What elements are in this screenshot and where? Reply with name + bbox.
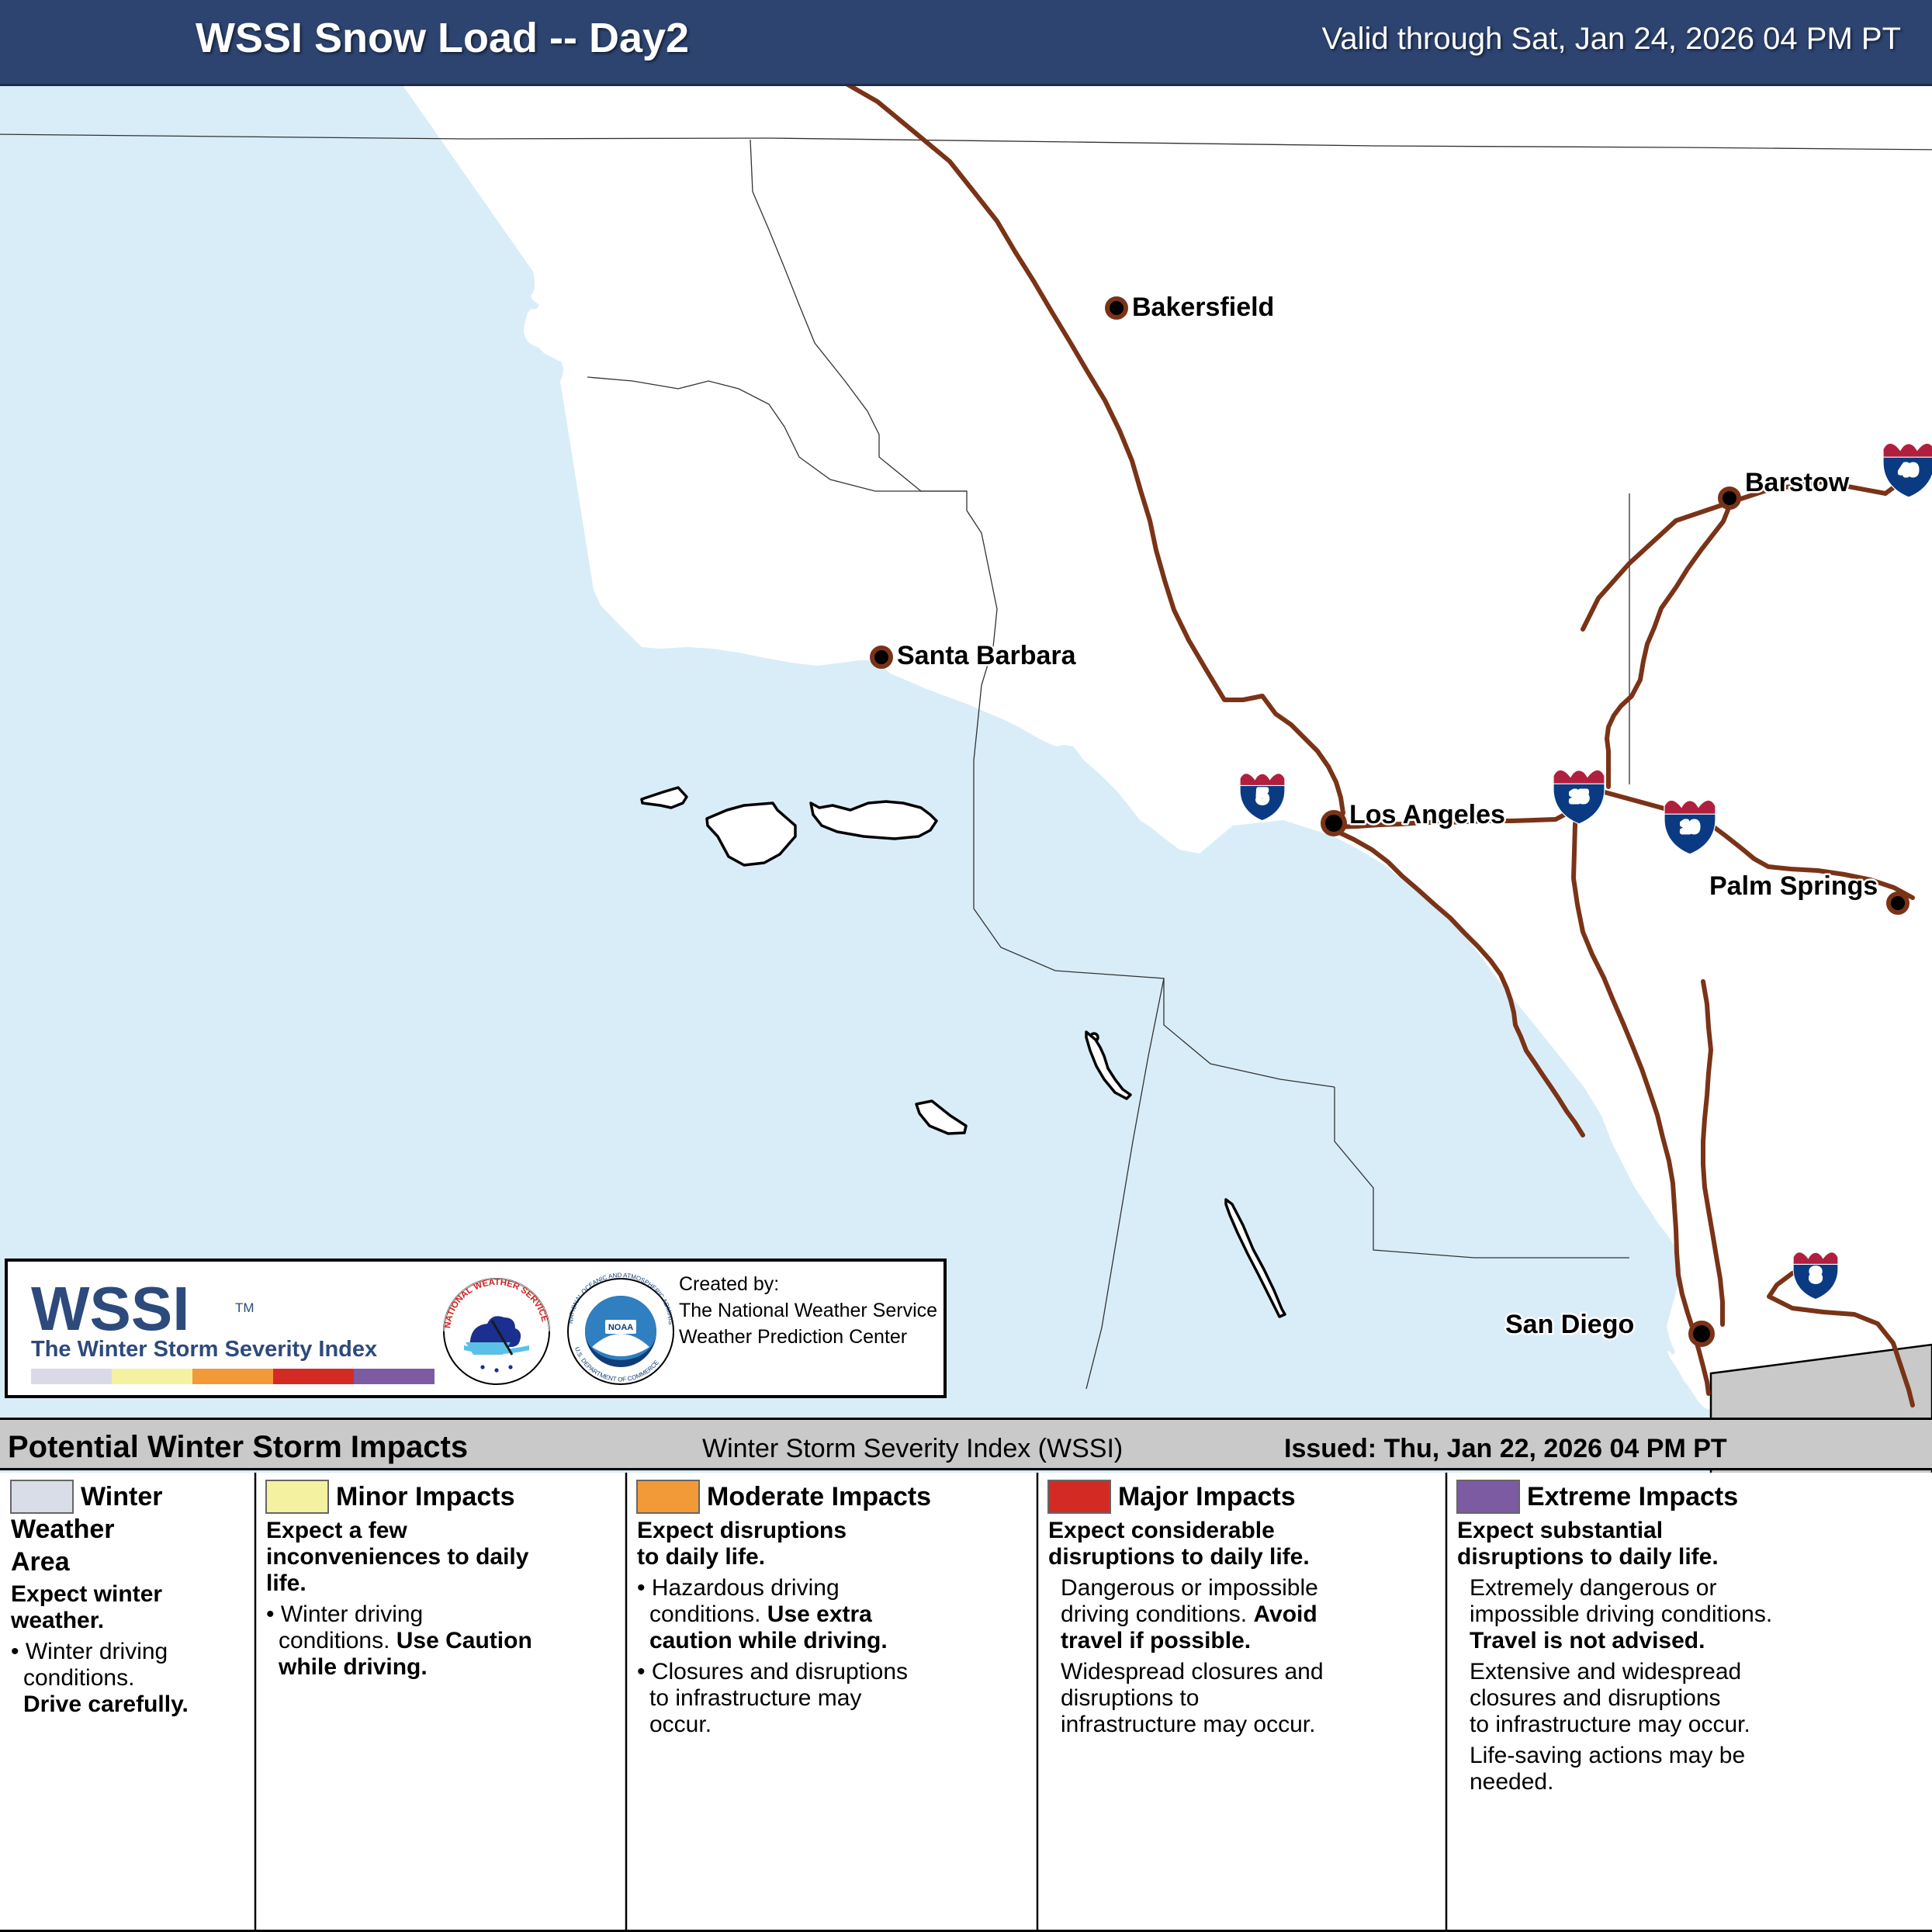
svg-text:5: 5 — [1257, 784, 1269, 808]
svg-text:Bakersfield: Bakersfield — [1132, 293, 1274, 322]
svg-text:Extreme Impacts: Extreme Impacts — [1527, 1482, 1738, 1511]
svg-text:Palm Springs: Palm Springs — [1709, 871, 1878, 901]
svg-text:Widespread closures and: Widespread closures and — [1061, 1659, 1324, 1684]
svg-text:Winter Storm Severity Index (W: Winter Storm Severity Index (WSSI) — [702, 1434, 1123, 1463]
svg-text:Extremely dangerous or: Extremely dangerous or — [1470, 1575, 1717, 1601]
svg-text:conditions. Use Caution: conditions. Use Caution — [279, 1628, 532, 1653]
svg-text:conditions. Use extra: conditions. Use extra — [649, 1601, 872, 1627]
svg-text:• Hazardous driving: • Hazardous driving — [637, 1575, 840, 1601]
svg-text:• Winter driving: • Winter driving — [11, 1639, 168, 1664]
svg-text:Expect considerable: Expect considerable — [1048, 1518, 1275, 1543]
svg-text:Life-saving actions may be: Life-saving actions may be — [1470, 1743, 1745, 1768]
svg-text:Drive carefully.: Drive carefully. — [23, 1691, 189, 1717]
svg-text:closures and disruptions: closures and disruptions — [1470, 1685, 1721, 1711]
svg-text:Extensive and widespread: Extensive and widespread — [1470, 1659, 1741, 1684]
svg-text:WSSI: WSSI — [31, 1274, 189, 1343]
svg-text:8: 8 — [1810, 1263, 1822, 1286]
svg-text:impossible driving conditions.: impossible driving conditions. — [1470, 1601, 1772, 1627]
svg-text:caution while driving.: caution while driving. — [649, 1628, 888, 1653]
svg-text:Expect winter: Expect winter — [11, 1581, 162, 1607]
svg-text:conditions.: conditions. — [23, 1665, 134, 1691]
svg-text:The National Weather Service: The National Weather Service — [679, 1300, 937, 1321]
svg-text:disruptions to daily life.: disruptions to daily life. — [1457, 1544, 1719, 1570]
svg-text:Winter: Winter — [81, 1482, 162, 1511]
svg-text:Expect disruptions: Expect disruptions — [637, 1518, 847, 1543]
svg-text:weather.: weather. — [10, 1608, 104, 1633]
svg-text:Potential Winter Storm Impacts: Potential Winter Storm Impacts — [8, 1430, 468, 1464]
svg-text:The Winter Storm Severity Inde: The Winter Storm Severity Index — [31, 1337, 377, 1362]
svg-text:to daily life.: to daily life. — [637, 1544, 765, 1570]
svg-text:Issued: Thu, Jan 22, 2026 04 P: Issued: Thu, Jan 22, 2026 04 PM PT — [1284, 1434, 1727, 1463]
svg-text:40: 40 — [1900, 462, 1918, 480]
svg-text:Created by:: Created by: — [679, 1273, 779, 1295]
svg-text:life.: life. — [266, 1570, 306, 1596]
svg-text:disruptions to daily life.: disruptions to daily life. — [1048, 1544, 1310, 1570]
svg-text:to infrastructure may: to infrastructure may — [649, 1685, 861, 1711]
svg-text:needed.: needed. — [1470, 1769, 1553, 1795]
svg-text:Area: Area — [11, 1547, 71, 1577]
svg-text:Minor Impacts: Minor Impacts — [336, 1482, 514, 1511]
svg-text:driving conditions. Avoid: driving conditions. Avoid — [1061, 1601, 1317, 1627]
svg-text:Travel is not advised.: Travel is not advised. — [1470, 1628, 1705, 1653]
svg-text:10: 10 — [1681, 819, 1699, 836]
svg-text:Weather Prediction Center: Weather Prediction Center — [679, 1326, 907, 1348]
svg-text:TM: TM — [235, 1300, 254, 1315]
svg-text:Santa Barbara: Santa Barbara — [897, 641, 1077, 670]
svg-text:NOAA: NOAA — [608, 1323, 633, 1332]
svg-text:Barstow: Barstow — [1745, 468, 1850, 497]
svg-text:Los Angeles: Los Angeles — [1349, 800, 1505, 829]
svg-text:travel if possible.: travel if possible. — [1061, 1628, 1251, 1653]
svg-text:San Diego: San Diego — [1505, 1310, 1634, 1339]
svg-text:• Winter driving: • Winter driving — [266, 1601, 423, 1627]
svg-text:Weather: Weather — [11, 1515, 115, 1544]
svg-text:Expect a few: Expect a few — [266, 1518, 407, 1543]
svg-text:occur.: occur. — [649, 1712, 712, 1737]
svg-text:• Closures and disruptions: • Closures and disruptions — [637, 1659, 908, 1684]
svg-text:Moderate Impacts: Moderate Impacts — [707, 1482, 931, 1511]
svg-text:Major Impacts: Major Impacts — [1118, 1482, 1296, 1511]
svg-text:to infrastructure may occur.: to infrastructure may occur. — [1470, 1712, 1750, 1737]
svg-text:disruptions to: disruptions to — [1061, 1685, 1199, 1711]
svg-text:while driving.: while driving. — [278, 1654, 428, 1680]
svg-text:inconveniences to daily: inconveniences to daily — [266, 1544, 529, 1570]
svg-text:Dangerous or impossible: Dangerous or impossible — [1061, 1575, 1318, 1601]
svg-text:Expect substantial: Expect substantial — [1457, 1518, 1663, 1543]
svg-text:infrastructure may occur.: infrastructure may occur. — [1061, 1712, 1315, 1737]
svg-text:15: 15 — [1570, 789, 1588, 806]
